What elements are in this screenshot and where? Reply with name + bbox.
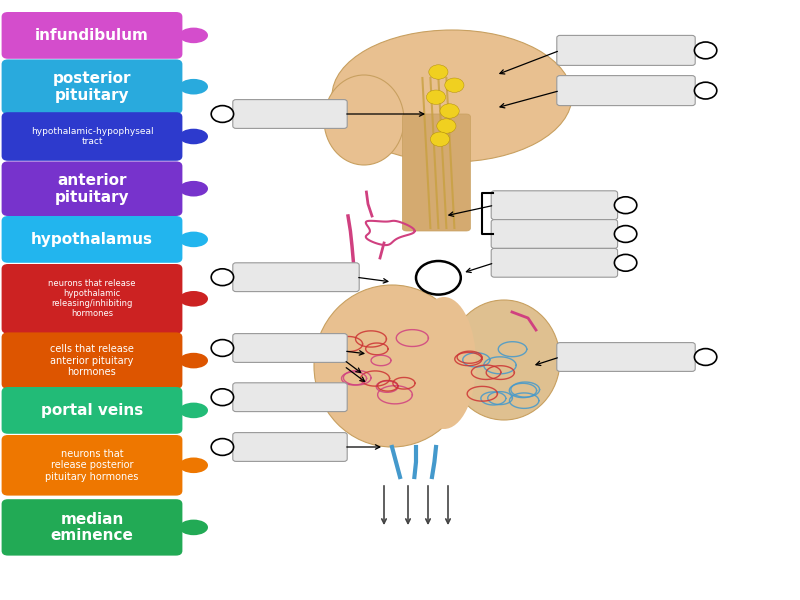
Circle shape (694, 82, 717, 99)
Ellipse shape (179, 353, 208, 368)
Ellipse shape (179, 181, 208, 196)
Text: median
eminence: median eminence (50, 511, 134, 544)
Ellipse shape (179, 403, 208, 418)
FancyBboxPatch shape (2, 387, 182, 434)
Circle shape (694, 349, 717, 365)
Circle shape (614, 197, 637, 214)
Circle shape (694, 42, 717, 59)
Ellipse shape (179, 28, 208, 43)
Ellipse shape (179, 79, 208, 95)
FancyBboxPatch shape (233, 433, 347, 461)
Circle shape (426, 90, 446, 104)
Ellipse shape (179, 520, 208, 535)
Ellipse shape (332, 30, 572, 162)
Text: anterior
pituitary: anterior pituitary (54, 173, 130, 205)
FancyBboxPatch shape (2, 161, 182, 216)
FancyBboxPatch shape (2, 264, 182, 334)
FancyBboxPatch shape (2, 499, 182, 556)
Ellipse shape (324, 75, 404, 165)
Circle shape (429, 65, 448, 79)
FancyBboxPatch shape (491, 191, 618, 220)
FancyBboxPatch shape (491, 220, 618, 248)
Circle shape (211, 269, 234, 286)
FancyBboxPatch shape (2, 332, 182, 389)
FancyBboxPatch shape (557, 35, 695, 65)
Circle shape (440, 104, 459, 118)
FancyBboxPatch shape (557, 343, 695, 371)
Text: hypothalamus: hypothalamus (31, 232, 153, 247)
Ellipse shape (179, 128, 208, 144)
FancyBboxPatch shape (2, 216, 182, 263)
Circle shape (445, 78, 464, 92)
FancyBboxPatch shape (2, 435, 182, 496)
Circle shape (211, 439, 234, 455)
Circle shape (430, 132, 450, 146)
FancyBboxPatch shape (233, 334, 347, 362)
FancyBboxPatch shape (233, 100, 347, 128)
Ellipse shape (179, 457, 208, 473)
Circle shape (614, 254, 637, 271)
Circle shape (416, 261, 461, 295)
Text: cells that release
anterior pituitary
hormones: cells that release anterior pituitary ho… (50, 344, 134, 377)
FancyBboxPatch shape (491, 248, 618, 277)
FancyBboxPatch shape (2, 112, 182, 161)
Text: neurons that release
hypothalamic
releasing/inhibiting
hormones: neurons that release hypothalamic releas… (48, 279, 136, 319)
Ellipse shape (412, 297, 476, 429)
Text: portal veins: portal veins (41, 403, 143, 418)
Ellipse shape (179, 232, 208, 247)
FancyBboxPatch shape (402, 114, 470, 231)
Ellipse shape (448, 300, 560, 420)
Circle shape (614, 226, 637, 242)
FancyBboxPatch shape (2, 12, 182, 59)
Text: hypothalamic-hypophyseal
tract: hypothalamic-hypophyseal tract (30, 127, 154, 146)
Text: infundibulum: infundibulum (35, 28, 149, 43)
FancyBboxPatch shape (233, 383, 347, 412)
FancyBboxPatch shape (233, 263, 359, 292)
Circle shape (437, 119, 456, 133)
Ellipse shape (179, 291, 208, 307)
Circle shape (211, 389, 234, 406)
Text: neurons that
release posterior
pituitary hormones: neurons that release posterior pituitary… (46, 449, 138, 481)
Ellipse shape (314, 285, 470, 447)
Circle shape (211, 340, 234, 356)
FancyBboxPatch shape (2, 59, 182, 114)
FancyBboxPatch shape (557, 76, 695, 106)
Circle shape (211, 106, 234, 122)
Text: posterior
pituitary: posterior pituitary (53, 71, 131, 103)
